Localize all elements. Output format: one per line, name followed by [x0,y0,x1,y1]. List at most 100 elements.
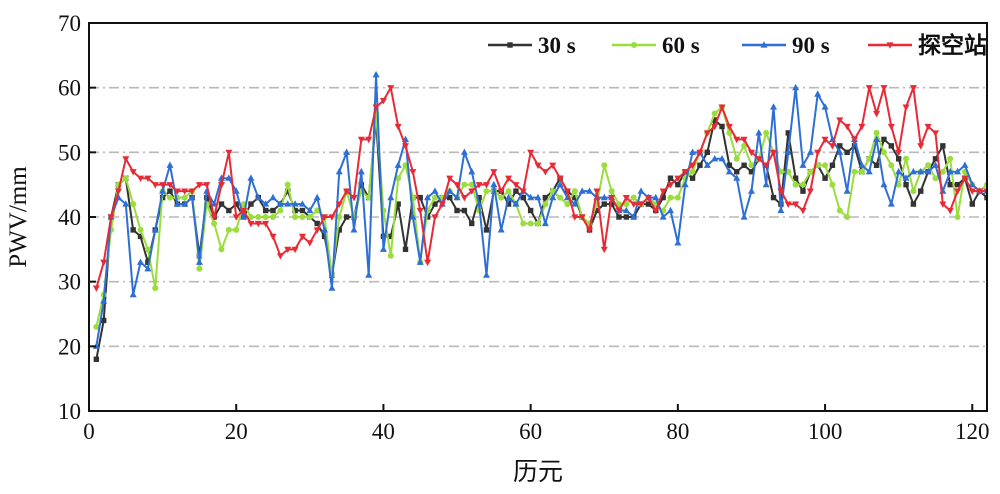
data-point [910,201,917,207]
data-point [836,148,844,155]
data-point [741,142,748,149]
data-point [637,201,645,208]
data-point [799,181,806,188]
data-point [475,182,483,189]
data-point [866,155,873,162]
data-point [454,207,460,214]
data-point [416,207,424,215]
data-point [226,207,232,214]
data-point [446,187,454,194]
data-point [469,220,475,227]
data-point [262,200,270,207]
x-tick-label: 80 [666,419,689,444]
y-axis-title: PWV/mm [5,166,32,268]
data-point [541,219,549,227]
data-point [586,227,594,234]
data-point [438,201,446,208]
data-point [829,162,836,168]
data-point [616,214,622,220]
data-point [674,239,682,246]
data-point [571,188,578,195]
data-point [666,206,674,214]
data-point [784,201,792,208]
data-point [211,220,218,227]
data-point [490,169,498,176]
data-point [594,207,600,214]
data-point [733,174,741,181]
data-point [711,117,718,123]
data-point [181,188,189,195]
data-point [225,174,233,181]
data-point [130,227,136,233]
data-point [291,200,299,207]
data-point [122,156,130,163]
data-point [828,143,836,150]
data-point [800,188,806,194]
y-tick-label: 70 [58,11,81,36]
data-point [689,175,696,181]
data-point [785,130,791,136]
data-point [637,187,645,194]
data-point [931,161,939,168]
data-point [733,155,740,162]
data-point [130,201,137,208]
data-point [343,148,351,155]
data-point [144,264,152,272]
data-point [903,155,910,162]
data-point [284,181,291,188]
data-point [924,167,932,175]
data-point [248,201,254,207]
x-tick-label: 20 [225,419,248,444]
data-point [534,162,542,170]
data-point [747,149,755,157]
legend: 30 s 60 s 90 s 探空站 [488,32,987,58]
data-point [167,188,173,194]
data-point [284,246,292,254]
data-point [292,214,299,220]
data-point [925,162,932,169]
data-point [350,195,358,202]
y-tick-label: 60 [58,76,81,101]
data-point [542,194,549,201]
data-point [557,194,564,201]
data-point [556,175,564,182]
data-point [563,188,571,195]
data-point [277,207,284,214]
data-point [137,258,145,265]
data-point [931,130,939,137]
legend-entry: 60 s [612,33,700,58]
data-point [372,104,380,111]
data-point [482,182,490,189]
data-point [299,207,306,214]
data-point [821,136,829,144]
data-point [475,200,483,207]
data-point [269,233,277,241]
data-point [409,169,417,176]
data-point [240,207,248,215]
data-point [821,103,829,110]
x-tick-label: 0 [83,419,95,444]
data-point [615,207,623,215]
data-point [395,175,402,182]
data-point [225,226,232,233]
data-point [159,187,167,194]
data-point [572,194,578,201]
data-point [137,233,144,240]
data-point [254,220,262,228]
data-point [666,182,674,189]
data-point [814,90,822,97]
data-point [733,136,741,144]
data-point [858,123,866,131]
data-point [409,213,417,220]
data-point [726,162,733,168]
data-point [321,214,329,221]
data-point [954,188,962,195]
data-point [659,213,667,220]
data-point [873,129,880,136]
data-point [166,194,173,201]
data-point [468,188,476,195]
legend-swatch-marker [507,42,513,48]
series-layer [92,70,987,362]
data-point [917,143,925,150]
data-point [623,201,630,208]
